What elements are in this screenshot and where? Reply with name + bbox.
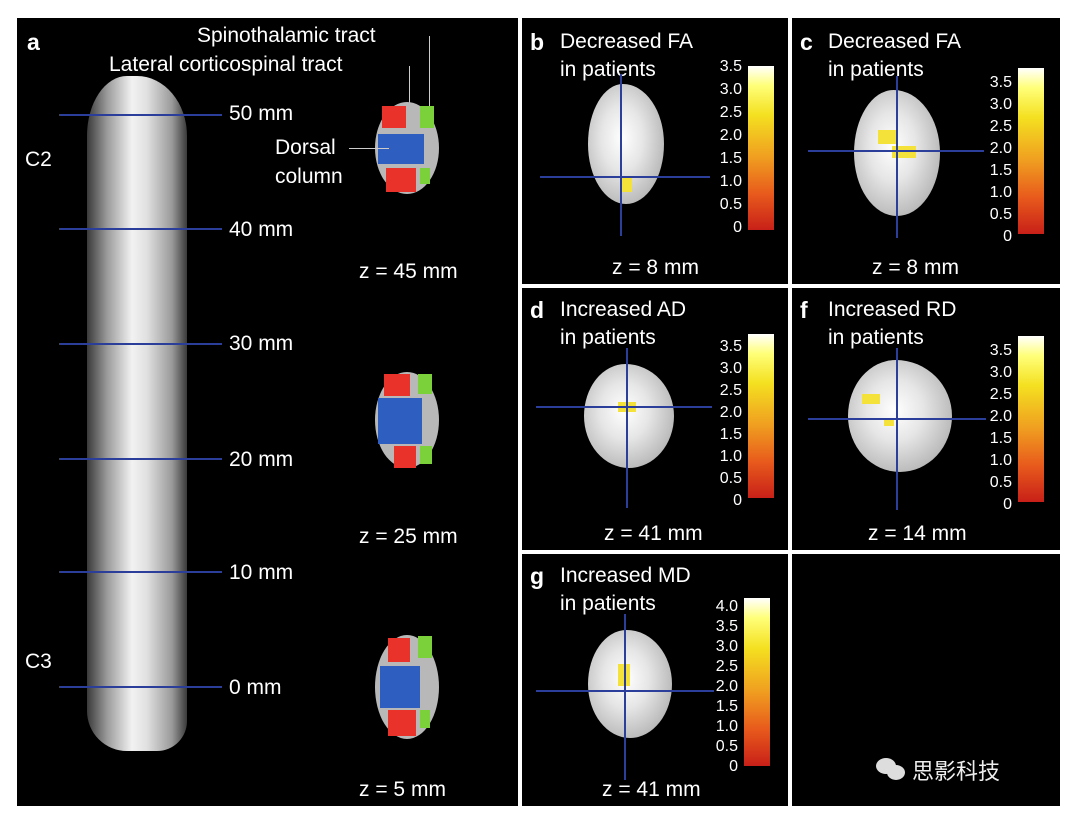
panel-f-title-2: in patients (828, 326, 924, 349)
panel-b-letter: b (530, 29, 545, 55)
panel-f-cord (848, 360, 952, 472)
panel-g-crosshair-h (536, 690, 714, 692)
panel-g-cord (588, 630, 672, 738)
panel-b-colorbar (748, 66, 774, 230)
level-label-30: 30 mm (229, 332, 294, 355)
cross-section-z5 (375, 635, 439, 739)
z-label-25: z = 25 mm (359, 525, 458, 548)
level-line-30 (59, 343, 222, 345)
level-label-50: 50 mm (229, 102, 294, 125)
panel-d-z: z = 41 mm (604, 522, 703, 545)
panel-c-letter: c (800, 29, 813, 55)
panel-g-letter: g (530, 563, 545, 589)
label-lateral-corticospinal: Lateral corticospinal tract (109, 53, 343, 76)
panel-b: b Decreased FA in patients 3.5 3.0 2.5 2… (522, 18, 788, 284)
level-label-10: 10 mm (229, 561, 294, 584)
panel-f-z: z = 14 mm (868, 522, 967, 545)
cross-section-z25 (375, 372, 439, 468)
panel-c-cluster-1 (878, 130, 896, 144)
panel-c-z: z = 8 mm (872, 256, 959, 279)
panel-c-title-2: in patients (828, 58, 924, 81)
panel-g: g Increased MD in patients 4.0 3.5 3.0 2… (522, 554, 788, 806)
panel-empty: 思影科技 (792, 554, 1060, 806)
level-line-0 (59, 686, 222, 688)
panel-c-crosshair-v (896, 76, 898, 238)
panel-g-colorbar (744, 598, 770, 766)
label-c3: C3 (25, 650, 52, 673)
panel-b-cluster (622, 178, 632, 192)
dorsal-pointer (349, 148, 389, 149)
panel-b-z: z = 8 mm (612, 256, 699, 279)
level-line-20 (59, 458, 222, 460)
panel-g-title-1: Increased MD (560, 564, 691, 587)
panel-d-cord (584, 364, 674, 468)
z-label-5: z = 5 mm (359, 778, 446, 801)
panel-f-cluster-2 (884, 418, 894, 426)
panel-c: c Decreased FA in patients 3.5 3.0 2.5 2… (792, 18, 1060, 284)
panel-f: f Increased RD in patients 3.5 3.0 2.5 2… (792, 288, 1060, 550)
label-dorsal: Dorsal (275, 136, 336, 159)
level-label-20: 20 mm (229, 448, 294, 471)
panel-d-colorbar (748, 334, 774, 498)
panel-g-crosshair-v (624, 614, 626, 780)
panel-d-letter: d (530, 297, 545, 323)
panel-f-colorbar (1018, 336, 1044, 502)
panel-c-title-1: Decreased FA (828, 30, 962, 53)
label-c2: C2 (25, 148, 52, 171)
panel-g-z: z = 41 mm (602, 778, 701, 801)
panel-b-crosshair-h (540, 176, 710, 178)
panel-d-title-2: in patients (560, 326, 656, 349)
panel-b-title-2: in patients (560, 58, 656, 81)
panel-f-crosshair-h (808, 418, 986, 420)
panel-d-crosshair-v (626, 348, 628, 508)
spinal-cord-sagittal (87, 76, 187, 751)
z-label-45: z = 45 mm (359, 260, 458, 283)
panel-f-crosshair-v (896, 348, 898, 510)
panel-c-cluster-2 (892, 146, 916, 158)
level-line-50 (59, 114, 222, 116)
panel-d: d Increased AD in patients 3.5 3.0 2.5 2… (522, 288, 788, 550)
level-line-10 (59, 571, 222, 573)
panel-d-title-1: Increased AD (560, 298, 687, 321)
panel-c-colorbar (1018, 68, 1044, 234)
level-label-40: 40 mm (229, 218, 294, 241)
label-spinothalamic: Spinothalamic tract (197, 24, 376, 47)
wechat-icon (876, 758, 906, 782)
panel-d-crosshair-h (536, 406, 712, 408)
level-label-0: 0 mm (229, 676, 282, 699)
panel-c-crosshair-h (808, 150, 984, 152)
panel-b-crosshair-v (620, 74, 622, 236)
level-line-40 (59, 228, 222, 230)
panel-a: a Spinothalamic tract Lateral corticospi… (17, 18, 518, 806)
panel-f-cluster-1 (862, 394, 880, 404)
spinothalamic-pointer (429, 36, 430, 111)
watermark: 思影科技 (912, 759, 1001, 784)
panel-a-letter: a (27, 29, 40, 55)
panel-g-title-2: in patients (560, 592, 656, 615)
panel-f-letter: f (800, 297, 808, 323)
panel-b-title-1: Decreased FA (560, 30, 694, 53)
label-column: column (275, 165, 343, 188)
lateral-pointer (409, 66, 410, 111)
panel-f-title-1: Increased RD (828, 298, 957, 321)
cross-section-z45 (375, 102, 439, 194)
